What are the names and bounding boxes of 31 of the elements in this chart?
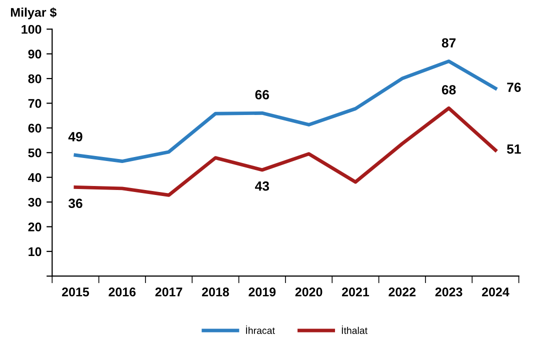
x-tick-label: 2018 [202, 288, 230, 296]
x-tick-label: 2024 [482, 288, 510, 296]
data-label: 49 [68, 132, 82, 142]
data-label: 51 [506, 144, 521, 154]
data-label: 87 [442, 38, 456, 48]
y-tick-label: 100 [22, 24, 42, 34]
x-tick-label: 2023 [435, 288, 462, 296]
y-tick-label: 60 [28, 124, 42, 133]
data-label: 43 [255, 181, 270, 191]
data-label: 68 [442, 85, 456, 94]
y-tick-label: 80 [28, 74, 42, 84]
x-tick-label: 2021 [342, 288, 370, 296]
y-tick-label: 30 [28, 198, 42, 207]
y-tick-label: 70 [28, 99, 42, 108]
y-tick-label: 20 [28, 222, 42, 232]
x-tick-label: 2020 [295, 288, 322, 296]
data-label: 36 [68, 198, 82, 208]
x-tick-label: 2017 [155, 288, 182, 296]
x-tick-label: 2019 [248, 288, 276, 296]
data-label: 76 [507, 82, 521, 92]
legend-label: İthalat [342, 325, 368, 334]
y-tick-label: 40 [28, 173, 42, 182]
y-tick-label: 90 [28, 50, 42, 59]
y-tick-label: 10 [28, 247, 42, 256]
y-axis-title: Milyar $ [10, 7, 57, 20]
x-tick-label: 2016 [108, 288, 136, 296]
data-label: 66 [255, 90, 270, 100]
x-tick-label: 2022 [388, 288, 416, 296]
x-tick-label: 2015 [62, 288, 90, 296]
y-tick-label: 50 [28, 148, 42, 158]
legend-label: İhracat [246, 325, 275, 334]
